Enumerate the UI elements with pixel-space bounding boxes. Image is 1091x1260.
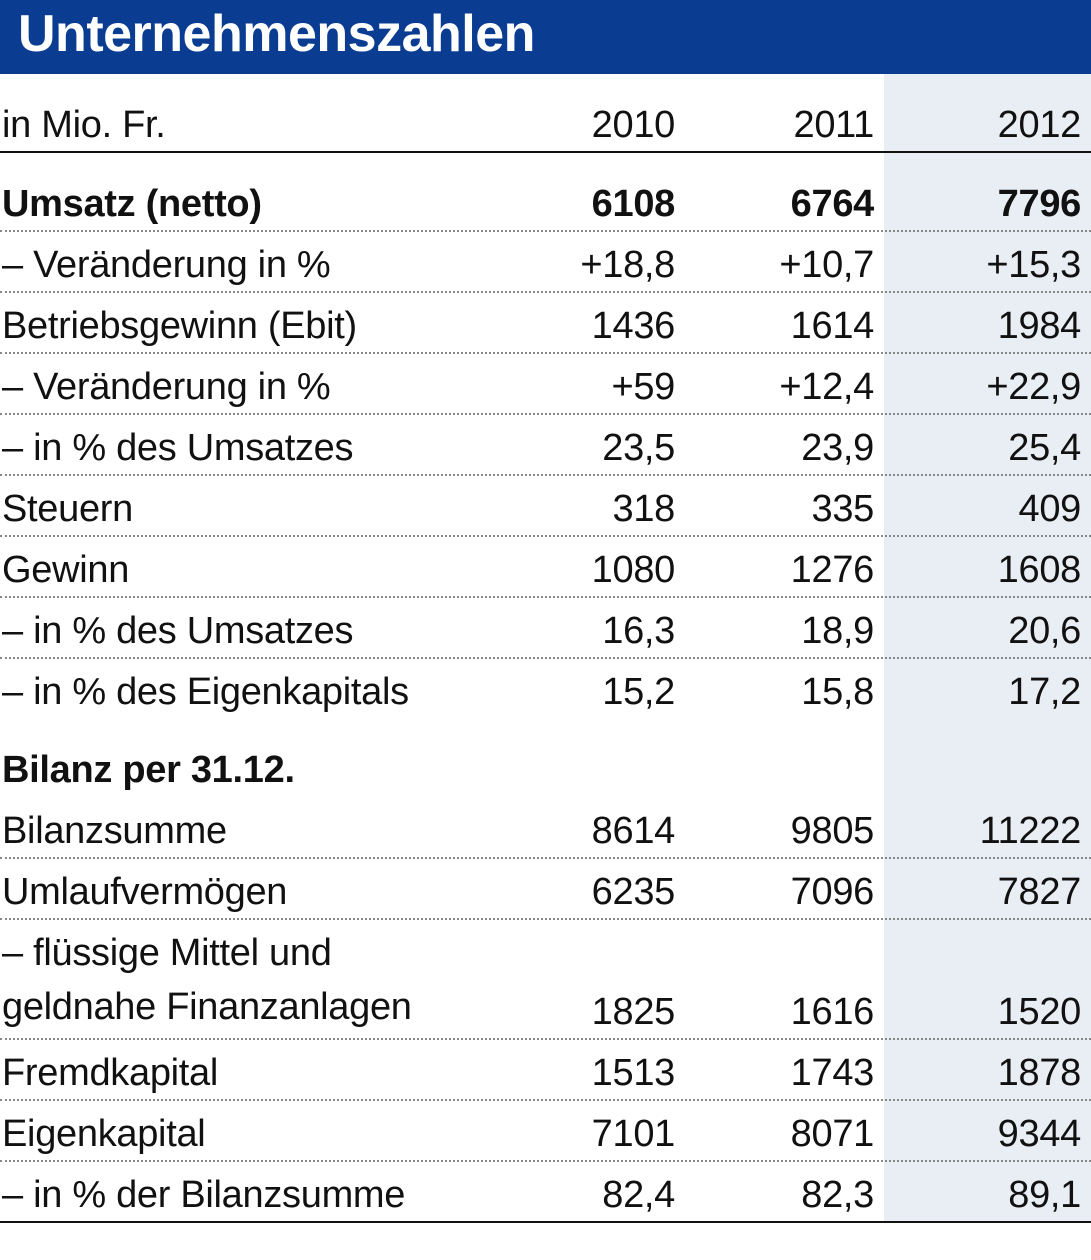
table-row: Bilanzsumme 8614 9805 11222 (0, 796, 1091, 859)
value-cell-2012: 17,2 (1008, 671, 1081, 713)
row-label: Gewinn (2, 549, 130, 591)
value-cell-2011: 1276 (790, 549, 875, 591)
table-row: Betriebsgewinn (Ebit) 1436 1614 1984 (0, 291, 1091, 354)
value-cell-2011: 1616 (790, 991, 875, 1033)
row-label: – in % der Bilanzsumme (2, 1174, 406, 1216)
value-cell-2010: 1436 (591, 305, 676, 347)
value-cell-2011: 15,8 (801, 671, 874, 713)
value-cell-2010: 1080 (591, 549, 676, 591)
value-cell-2011: 7096 (790, 871, 875, 913)
value-cell-2010: 1513 (591, 1052, 676, 1094)
value-cell-2012: 89,1 (1008, 1174, 1081, 1216)
row-label: Umsatz (netto) (2, 183, 262, 225)
table-row: – in % des Umsatzes 16,3 18,9 20,6 (0, 596, 1091, 659)
table-row: Fremdkapital 1513 1743 1878 (0, 1038, 1091, 1101)
row-label: Steuern (2, 488, 133, 530)
value-cell-2012: 20,6 (1008, 610, 1081, 652)
column-header-2010: 2010 (591, 104, 676, 146)
table-row: – flüssige Mittel und geldnahe Finanzanla… (0, 918, 1091, 1040)
value-cell-2012: 1520 (997, 991, 1082, 1033)
value-cell-2012: 25,4 (1008, 427, 1081, 469)
value-cell-2011: 9805 (790, 810, 875, 852)
column-header-2011: 2011 (793, 104, 874, 146)
value-cell-2011: +10,7 (779, 244, 874, 286)
value-cell-2010: 82,4 (602, 1174, 675, 1216)
table-row: Eigenkapital 7101 8071 9344 (0, 1099, 1091, 1162)
value-cell-2011: 18,9 (801, 610, 874, 652)
value-cell-2010: 7101 (591, 1113, 676, 1155)
value-cell-2010: 6108 (591, 183, 676, 225)
value-cell-2010: 8614 (591, 810, 676, 852)
table-row: Bilanz per 31.12. (0, 718, 1091, 796)
table-row: Steuern 318 335 409 (0, 474, 1091, 537)
table-row: – in % des Umsatzes 23,5 23,9 25,4 (0, 413, 1091, 476)
row-label: – Veränderung in % (2, 366, 331, 408)
row-label: – in % des Eigenkapitals (2, 671, 409, 713)
value-cell-2010: 318 (612, 488, 675, 530)
highlight-column-2012 (884, 74, 1091, 1221)
row-label: Bilanzsumme (2, 810, 227, 852)
value-cell-2012: +22,9 (986, 366, 1081, 408)
value-cell-2012: 1608 (997, 549, 1082, 591)
value-cell-2012: 9344 (997, 1113, 1082, 1155)
table-row: Gewinn 1080 1276 1608 (0, 535, 1091, 598)
value-cell-2012: 409 (1018, 488, 1081, 530)
value-cell-2011: 6764 (790, 183, 875, 225)
value-cell-2011: 23,9 (801, 427, 874, 469)
row-label: Eigenkapital (2, 1113, 206, 1155)
value-cell-2012: 11222 (979, 810, 1082, 852)
row-label: Fremdkapital (2, 1052, 219, 1094)
row-label: – in % des Umsatzes (2, 427, 354, 469)
value-cell-2012: 1984 (997, 305, 1082, 347)
table-row: – in % des Eigenkapitals 15,2 15,8 17,2 (0, 657, 1091, 718)
row-label: – flüssige Mittel und geldnahe Finanzanla… (2, 932, 412, 1028)
unit-label: in Mio. Fr. (2, 104, 166, 146)
value-cell-2010: 6235 (591, 871, 676, 913)
row-label: Umlaufvermögen (2, 871, 288, 913)
value-cell-2010: +59 (611, 366, 675, 408)
row-label: Bilanz per 31.12. (2, 749, 295, 791)
value-cell-2012: 7827 (997, 871, 1082, 913)
row-label: Betriebsgewinn (Ebit) (2, 305, 357, 347)
value-cell-2011: 335 (811, 488, 874, 530)
value-cell-2010: 23,5 (602, 427, 675, 469)
column-header-2012: 2012 (997, 104, 1082, 146)
value-cell-2012: 7796 (997, 183, 1082, 225)
title-bar: Unternehmenszahlen (0, 0, 1091, 74)
table-row: – in % der Bilanzsumme 82,4 82,3 89,1 (0, 1160, 1091, 1223)
value-cell-2011: 82,3 (801, 1174, 874, 1216)
value-cell-2010: 1825 (591, 991, 676, 1033)
table-row: Umsatz (netto) 6108 6764 7796 (0, 153, 1091, 232)
table-row: Umlaufvermögen 6235 7096 7827 (0, 857, 1091, 920)
table-title: Unternehmenszahlen (18, 5, 535, 63)
value-cell-2010: 15,2 (602, 671, 675, 713)
table-row: – Veränderung in % +59 +12,4 +22,9 (0, 352, 1091, 415)
table-row: – Veränderung in % +18,8 +10,7 +15,3 (0, 230, 1091, 293)
value-cell-2012: +15,3 (986, 244, 1081, 286)
value-cell-2010: 16,3 (602, 610, 675, 652)
value-cell-2011: 1743 (790, 1052, 875, 1094)
header-row: in Mio. Fr. 2010 2011 2012 (0, 74, 1091, 153)
value-cell-2012: 1878 (997, 1052, 1082, 1094)
value-cell-2011: 1614 (790, 305, 875, 347)
row-label: – Veränderung in % (2, 244, 331, 286)
value-cell-2011: +12,4 (779, 366, 874, 408)
row-label: – in % des Umsatzes (2, 610, 354, 652)
value-cell-2010: +18,8 (580, 244, 675, 286)
value-cell-2011: 8071 (790, 1113, 875, 1155)
